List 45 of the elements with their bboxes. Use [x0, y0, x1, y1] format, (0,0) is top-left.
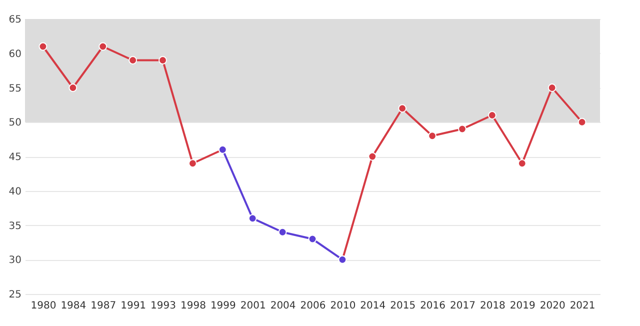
x-tick-label: 2015: [390, 300, 416, 312]
x-tick-label: 2020: [540, 300, 566, 312]
point: [38, 42, 48, 51]
point: [428, 132, 436, 140]
point: [158, 56, 167, 64]
x-tick-label: 1987: [90, 300, 116, 312]
y-tick-label: 65: [8, 14, 22, 26]
x-tick-label: 1998: [180, 300, 206, 312]
point: [578, 118, 586, 126]
point: [548, 84, 556, 92]
point: [458, 124, 466, 134]
point: [488, 111, 496, 120]
x-tick-label: 1993: [150, 300, 176, 312]
y-tick-label: 30: [8, 255, 22, 266]
x-tick-label: 2004: [270, 300, 296, 312]
y-tick-label: 40: [8, 186, 22, 198]
point: [68, 84, 78, 92]
point: [278, 228, 287, 236]
y-tick-label: 45: [8, 152, 22, 163]
x-tick-label: 1984: [60, 300, 86, 312]
y-tick-label: 60: [8, 48, 22, 60]
x-tick-label: 2014: [360, 300, 386, 312]
x-tick-label: 2019: [510, 300, 536, 312]
point: [98, 42, 108, 51]
x-tick-label: 1999: [210, 300, 236, 312]
x-tick-label: 2016: [420, 300, 446, 312]
point: [128, 56, 138, 64]
x-tick-label: 2018: [480, 300, 506, 312]
point: [248, 214, 257, 223]
y-tick-label: 25: [8, 290, 22, 300]
x-tick-label: 2017: [450, 300, 476, 312]
point: [518, 159, 526, 168]
y-tick-label: 50: [8, 118, 22, 129]
point: [368, 152, 377, 161]
x-tick-label: 2001: [240, 300, 266, 312]
point: [398, 104, 407, 113]
x-tick-label: 2006: [300, 300, 326, 312]
y-tick-label: 55: [8, 83, 22, 94]
x-tick-label: 1991: [120, 300, 146, 312]
point: [188, 159, 197, 168]
x-tick-label: 1980: [30, 300, 56, 312]
y-tick-label: 35: [8, 220, 22, 232]
x-tick-label: 2021: [570, 300, 596, 312]
x-tick-label: 2010: [330, 300, 356, 312]
point: [308, 234, 317, 244]
